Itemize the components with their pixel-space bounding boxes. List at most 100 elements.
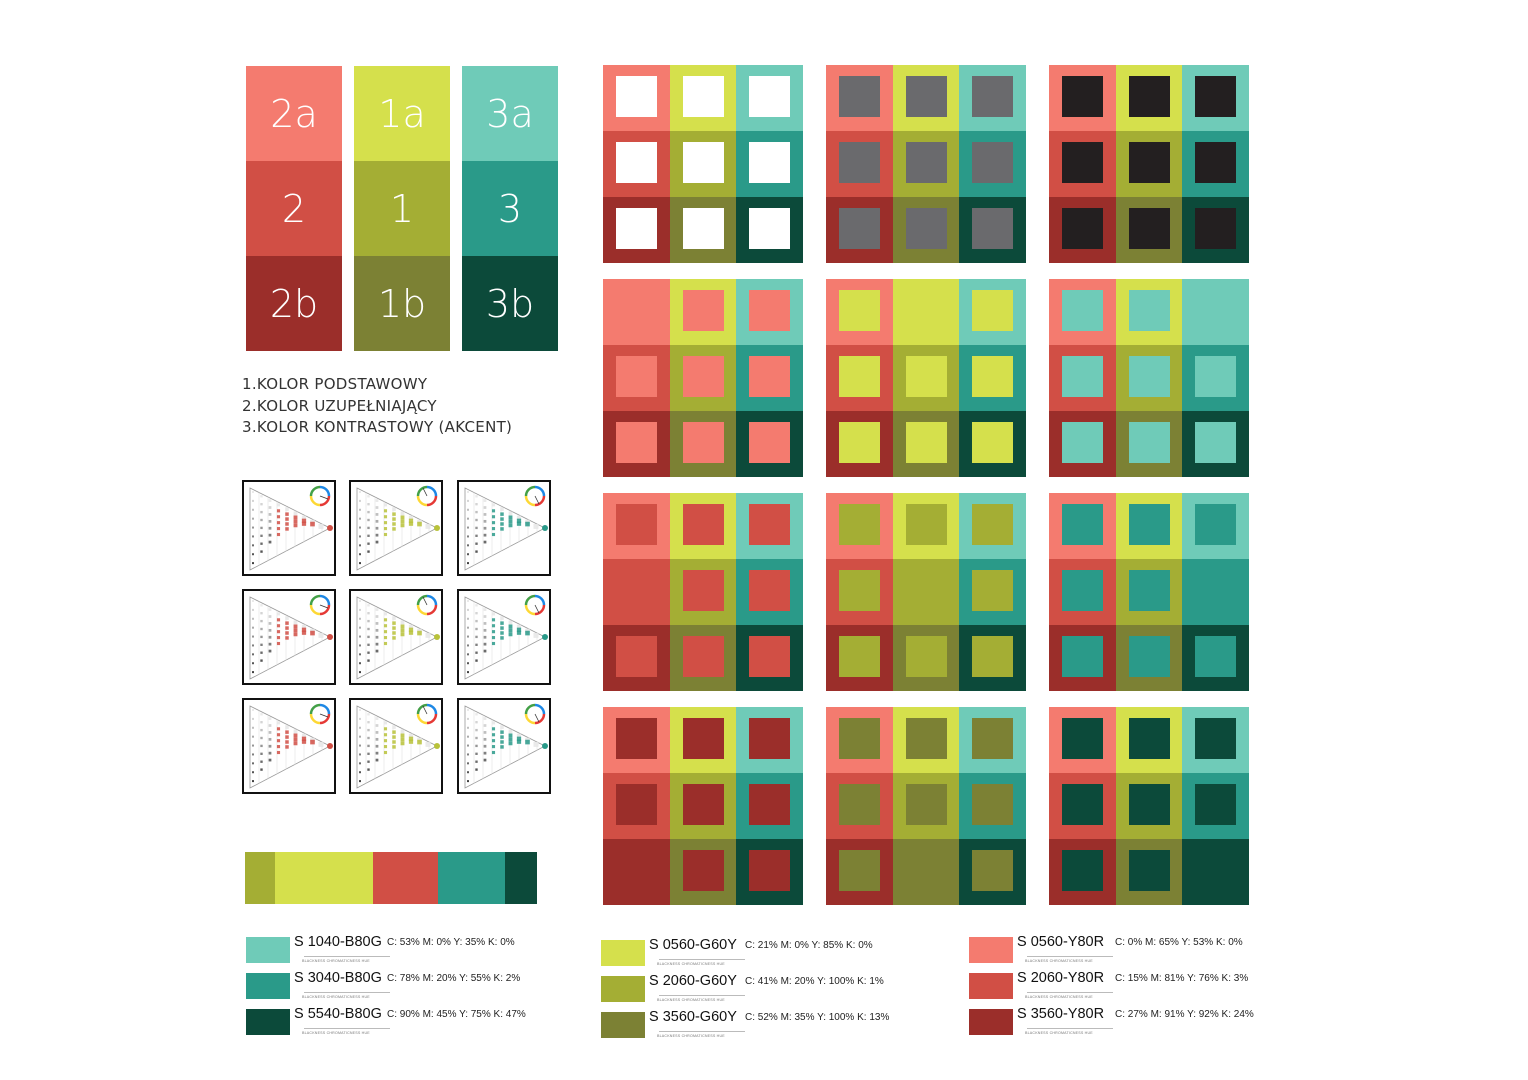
grid-cell	[826, 197, 893, 263]
grid-cell	[736, 197, 803, 263]
key-cell-3a: 3a	[462, 66, 558, 161]
grid-cell	[826, 65, 893, 131]
inner-square	[906, 504, 947, 545]
ncs-code: S 0560-G60Y	[649, 937, 737, 953]
inner-square	[683, 290, 724, 331]
grid-cell	[1182, 839, 1249, 905]
grid-cell	[826, 625, 893, 691]
grid-cell	[736, 279, 803, 345]
key-cell-3: 3	[462, 161, 558, 256]
inner-square	[1062, 718, 1103, 759]
inner-square	[1195, 208, 1236, 249]
ncs-triangle	[249, 487, 331, 571]
inner-square	[749, 504, 790, 545]
inner-square	[972, 356, 1013, 397]
swatch-color	[969, 973, 1013, 999]
inner-square	[1062, 504, 1103, 545]
grid-cell	[736, 625, 803, 691]
cmyk-values: C: 21% M: 0% Y: 85% K: 0%	[745, 940, 873, 951]
inner-square	[749, 784, 790, 825]
grid-cell	[959, 279, 1026, 345]
inner-square	[972, 208, 1013, 249]
inner-square	[683, 784, 724, 825]
grid-cell	[1182, 345, 1249, 411]
grid-cell	[603, 773, 670, 839]
grid-cell	[1116, 773, 1182, 839]
ncs-thumbnail	[457, 480, 551, 576]
inner-square	[1129, 570, 1170, 611]
inner-square	[683, 356, 724, 397]
grid-cell	[1182, 625, 1249, 691]
ncs-triangle	[464, 705, 546, 789]
ncs-triangle	[249, 596, 331, 680]
inner-square	[616, 422, 657, 463]
inner-square	[1195, 784, 1236, 825]
grid-cell	[1116, 345, 1182, 411]
grid-cell	[959, 197, 1026, 263]
ncs-thumbnail	[242, 589, 336, 685]
inner-square	[972, 636, 1013, 677]
ncs-thumbnail	[242, 480, 336, 576]
inner-square	[1062, 142, 1103, 183]
ncs-thumbnail	[457, 698, 551, 794]
inner-square	[1129, 718, 1170, 759]
code-brace	[304, 952, 390, 957]
grid-cell	[959, 65, 1026, 131]
grid-cell	[959, 625, 1026, 691]
inner-square	[1062, 356, 1103, 397]
grid-cell	[826, 839, 893, 905]
grid-cell	[1182, 773, 1249, 839]
inner-square	[839, 142, 880, 183]
grid-cell	[893, 707, 959, 773]
ncs-triangle	[464, 487, 546, 571]
code-brace	[1027, 952, 1113, 957]
grid-cell	[1116, 411, 1182, 477]
inner-square	[1129, 504, 1170, 545]
inner-square	[839, 636, 880, 677]
inner-square	[1129, 76, 1170, 117]
grid-cell	[1182, 707, 1249, 773]
cmyk-values: C: 0% M: 65% Y: 53% K: 0%	[1115, 937, 1243, 948]
ncs-triangle	[464, 596, 546, 680]
grid-cell	[736, 707, 803, 773]
code-brace	[659, 1027, 745, 1032]
inner-square	[616, 636, 657, 677]
combination-grid-teal_light	[1049, 279, 1249, 477]
inner-square	[749, 636, 790, 677]
grid-cell	[1182, 65, 1249, 131]
ncs-triangle	[249, 705, 331, 789]
grid-cell	[826, 345, 893, 411]
inner-square	[906, 142, 947, 183]
grid-cell	[1049, 559, 1116, 625]
key-cell-1a: 1a	[354, 66, 450, 161]
grid-cell	[826, 411, 893, 477]
inner-square	[749, 718, 790, 759]
grid-cell	[1182, 279, 1249, 345]
ncs-code: S 3040-B80G	[294, 970, 382, 986]
grid-cell	[736, 411, 803, 477]
grid-cell	[736, 131, 803, 197]
inner-square	[1195, 422, 1236, 463]
key-cell-3b: 3b	[462, 256, 558, 351]
inner-square	[972, 570, 1013, 611]
inner-square	[972, 784, 1013, 825]
grid-cell	[670, 279, 736, 345]
ncs-thumbnail	[457, 589, 551, 685]
grid-cell	[959, 345, 1026, 411]
inner-square	[683, 504, 724, 545]
ncs-thumbnail	[242, 698, 336, 794]
inner-square	[972, 850, 1013, 891]
grid-cell	[1182, 559, 1249, 625]
key-cell-2: 2	[246, 161, 342, 256]
inner-square	[839, 718, 880, 759]
inner-square	[1129, 290, 1170, 331]
grid-cell	[1116, 197, 1182, 263]
inner-square	[906, 208, 947, 249]
inner-square	[683, 636, 724, 677]
inner-square	[683, 850, 724, 891]
grid-cell	[670, 625, 736, 691]
swatch-color	[246, 937, 290, 963]
grid-cell	[670, 707, 736, 773]
key-cell-2b: 2b	[246, 256, 342, 351]
ncs-triangle	[356, 596, 438, 680]
